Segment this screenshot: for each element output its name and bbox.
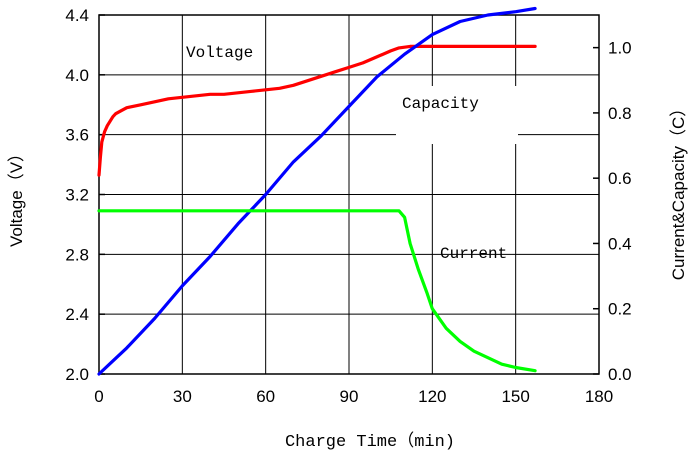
left-y-tick-label: 2.0 xyxy=(65,365,89,384)
right-y-tick-label: 1.0 xyxy=(608,39,632,58)
x-axis-title: Charge Time（min) xyxy=(285,431,455,452)
right-y-axis-title: Current&Capacity（C） xyxy=(669,100,688,280)
x-tick-label: 90 xyxy=(340,387,359,406)
right-y-tick-label: 0.2 xyxy=(608,300,632,319)
right-y-axis-ticks: 0.0 0.2 0.4 0.6 0.8 1.0 xyxy=(593,39,632,384)
x-tick-label: 0 xyxy=(94,387,103,406)
right-y-tick-label: 0.8 xyxy=(608,104,632,123)
left-y-tick-label: 2.4 xyxy=(65,305,89,324)
left-y-axis-title: Voltage（V） xyxy=(7,145,26,247)
x-tick-label: 60 xyxy=(256,387,275,406)
right-y-tick-label: 0.0 xyxy=(608,365,632,384)
left-y-tick-label: 3.6 xyxy=(65,126,89,145)
left-y-tick-label: 4.0 xyxy=(65,66,89,85)
left-y-axis-ticks: 2.0 2.4 2.8 3.2 3.6 4.0 4.4 xyxy=(65,6,105,384)
x-tick-label: 150 xyxy=(501,387,529,406)
annotation-current: Current xyxy=(440,245,507,263)
left-y-tick-label: 3.2 xyxy=(65,186,89,205)
x-tick-label: 180 xyxy=(585,387,613,406)
series-line-capacity xyxy=(97,6,537,376)
annotation-voltage: Voltage xyxy=(186,44,253,62)
capacity-label-backdrop xyxy=(396,86,518,144)
left-y-tick-label: 4.4 xyxy=(65,6,89,25)
annotation-capacity: Capacity xyxy=(402,95,479,113)
right-y-tick-label: 0.4 xyxy=(608,234,632,253)
x-axis-ticks: 0 30 60 90 120 150 180 xyxy=(94,387,613,406)
right-y-tick-label: 0.6 xyxy=(608,169,632,188)
series-line-voltage xyxy=(97,44,537,177)
x-tick-label: 30 xyxy=(173,387,192,406)
series-layer xyxy=(97,6,537,376)
series-line-current xyxy=(97,209,537,373)
x-tick-label: 120 xyxy=(418,387,446,406)
left-y-tick-label: 2.8 xyxy=(65,245,89,264)
